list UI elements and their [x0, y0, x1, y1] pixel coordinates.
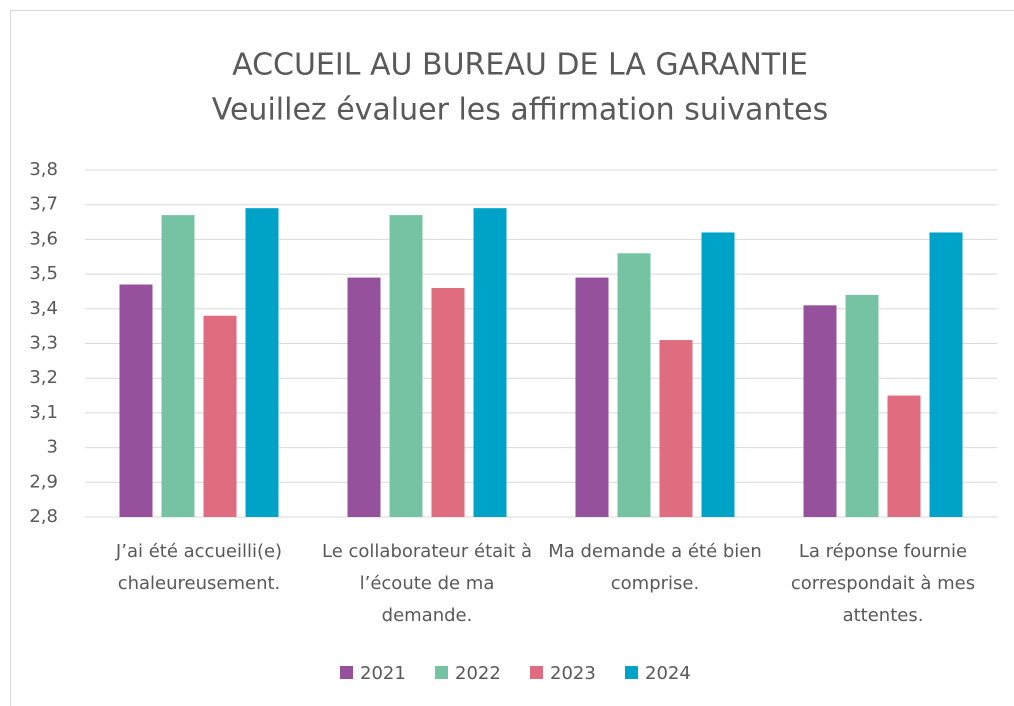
bar	[887, 395, 921, 517]
y-tick-label: 3,5	[29, 263, 58, 284]
y-tick-label: 2,9	[29, 471, 58, 492]
bar	[389, 215, 423, 518]
bar	[803, 305, 837, 517]
chart-border	[10, 10, 1014, 706]
y-tick-label: 2,8	[29, 506, 58, 527]
y-tick-label: 3,8	[29, 159, 58, 180]
legend-swatch	[340, 666, 353, 679]
y-tick-label: 3,1	[29, 402, 58, 423]
bar	[659, 340, 693, 517]
legend-label: 2022	[455, 663, 501, 684]
y-tick-label: 3,2	[29, 367, 58, 388]
legend-label: 2021	[360, 663, 406, 684]
chart-subtitle: Veuillez évaluer les affirmation suivant…	[212, 93, 828, 128]
x-tick-label: J’ai été accueilli(e) chaleureusement.	[115, 541, 283, 594]
legend-swatch	[625, 666, 638, 679]
bar	[245, 208, 279, 518]
legend-label: 2024	[645, 663, 691, 684]
legend-swatch	[530, 666, 543, 679]
bar	[161, 215, 195, 518]
bar	[431, 287, 465, 517]
bar	[473, 208, 507, 518]
y-tick-label: 3,3	[29, 333, 58, 354]
bar	[203, 315, 237, 517]
bar	[617, 253, 651, 517]
legend-label: 2023	[550, 663, 596, 684]
bar	[575, 277, 609, 517]
x-tick-label: La réponse fournie correspondait à mes a…	[790, 541, 976, 626]
x-tick-label: Ma demande a été bien comprise.	[548, 541, 762, 594]
chart-title: ACCUEIL AU BUREAU DE LA GARANTIE	[232, 48, 808, 83]
y-tick-label: 3,7	[29, 194, 58, 215]
bar	[929, 232, 963, 517]
x-tick-label: Le collaborateur était à l’écoute de ma …	[322, 541, 532, 626]
bar	[119, 284, 153, 517]
legend-swatch	[435, 666, 448, 679]
bar	[845, 294, 879, 517]
bar	[701, 232, 735, 517]
y-tick-label: 3,6	[29, 228, 58, 249]
bar	[347, 277, 381, 517]
y-tick-label: 3,4	[29, 298, 58, 319]
y-tick-label: 3	[47, 437, 58, 458]
